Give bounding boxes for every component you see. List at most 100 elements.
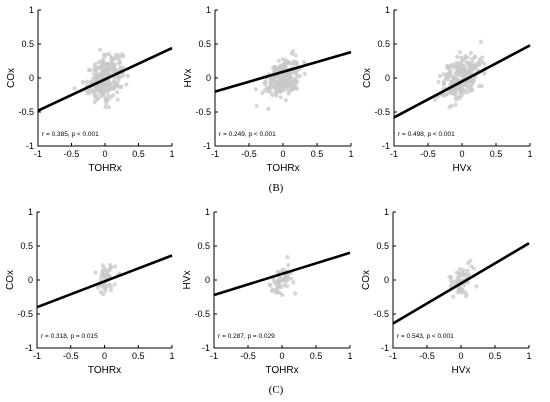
x-tick-label: 0 xyxy=(458,351,463,361)
data-point xyxy=(454,270,459,275)
regression-line xyxy=(37,46,173,112)
data-point xyxy=(286,262,291,268)
regression-line xyxy=(213,251,351,297)
data-point xyxy=(297,73,302,79)
data-point xyxy=(453,95,458,100)
data-point xyxy=(118,65,123,70)
y-tick-label: 0 xyxy=(206,73,211,83)
data-point xyxy=(103,66,109,71)
data-point xyxy=(275,280,280,285)
panel-label-c: (C) xyxy=(269,384,284,396)
data-point xyxy=(98,47,103,52)
x-tick-label: 0 xyxy=(280,149,285,159)
data-point xyxy=(288,276,294,281)
data-point xyxy=(460,290,465,295)
y-tick-label: -0.5 xyxy=(194,309,210,319)
data-point xyxy=(478,39,484,44)
y-tick-label: 1 xyxy=(385,5,390,15)
correlation-annotation: r = 0.318, p = 0.015 xyxy=(41,333,98,340)
y-axis-label: HVx xyxy=(182,271,193,290)
regression-line xyxy=(214,50,352,93)
scatter-panel-4: -1-1 -0.5 -0.5 0 0 0.5 0.5 1 1 TOHRx COx r = 0.318,… xyxy=(5,207,175,376)
data-point xyxy=(447,67,452,72)
data-point xyxy=(109,62,114,67)
data-point xyxy=(453,91,458,96)
x-axis-label: TOHRx xyxy=(265,365,298,376)
data-point xyxy=(97,64,102,70)
data-point xyxy=(462,82,467,88)
data-point xyxy=(446,74,451,79)
data-point xyxy=(448,278,453,283)
data-point xyxy=(106,105,112,110)
data-point xyxy=(113,264,118,269)
data-point xyxy=(115,97,120,102)
data-point xyxy=(436,79,441,85)
data-point xyxy=(466,272,472,277)
data-point xyxy=(293,79,298,84)
data-point xyxy=(455,67,460,72)
data-point xyxy=(95,97,100,102)
data-point xyxy=(254,103,259,109)
data-point xyxy=(286,91,291,96)
data-point xyxy=(93,270,98,275)
scatter-panel-2: -1-1 -0.5 -0.5 0 0 0.5 0.5 1 1 TOHRx HVx r = 0.249,… xyxy=(183,5,354,174)
data-point xyxy=(464,90,469,95)
correlation-annotation: r = 0.287, p = 0.029 xyxy=(218,333,275,340)
data-point xyxy=(100,85,105,90)
y-tick-label: -0.5 xyxy=(18,107,34,117)
data-point xyxy=(101,273,106,278)
data-point xyxy=(465,85,470,90)
data-point xyxy=(292,291,298,296)
data-point xyxy=(253,87,259,92)
y-tick-label: -0.5 xyxy=(195,107,211,117)
data-point xyxy=(99,70,104,76)
data-point xyxy=(468,62,473,67)
y-tick-label: -1 xyxy=(25,343,33,353)
data-point xyxy=(81,80,86,85)
x-tick-label: 0 xyxy=(102,351,107,361)
data-point xyxy=(283,98,288,103)
y-axis-label: COx xyxy=(361,270,372,290)
data-point xyxy=(269,289,275,294)
x-tick-label: -0.5 xyxy=(64,149,80,159)
data-point xyxy=(457,266,462,272)
data-point xyxy=(455,275,460,280)
data-point xyxy=(93,62,98,67)
data-point xyxy=(458,62,464,67)
data-point xyxy=(114,90,120,95)
x-tick-label: -1 xyxy=(211,149,219,159)
data-point xyxy=(72,86,77,91)
x-tick-label: -0.5 xyxy=(63,351,79,361)
y-tick-label: 1 xyxy=(29,5,34,15)
y-tick-label: -1 xyxy=(202,343,210,353)
data-point xyxy=(458,50,463,55)
y-tick-label: 0.5 xyxy=(20,241,33,251)
y-tick-label: 0 xyxy=(205,275,210,285)
data-point xyxy=(98,90,103,95)
data-point xyxy=(103,104,108,110)
data-point xyxy=(451,78,456,84)
y-tick-label: 1 xyxy=(28,207,33,217)
data-point xyxy=(291,280,296,285)
data-point xyxy=(112,282,117,287)
data-point xyxy=(302,71,308,76)
data-point xyxy=(281,81,286,86)
data-point xyxy=(450,75,455,80)
x-axis-label: HVx xyxy=(453,163,472,174)
y-tick-label: -0.5 xyxy=(17,309,33,319)
data-point xyxy=(274,91,279,97)
data-point xyxy=(274,290,279,295)
data-point xyxy=(468,258,473,263)
x-tick-label: -1 xyxy=(34,149,42,159)
data-point xyxy=(461,73,466,78)
data-point xyxy=(458,83,463,88)
data-point xyxy=(90,76,96,82)
data-point xyxy=(108,288,114,293)
data-point xyxy=(460,89,466,94)
x-tick-label: 0.5 xyxy=(490,149,503,159)
data-point xyxy=(285,255,290,260)
data-point xyxy=(463,54,468,59)
data-point xyxy=(449,91,454,96)
data-point xyxy=(116,78,121,83)
data-point xyxy=(102,62,107,67)
